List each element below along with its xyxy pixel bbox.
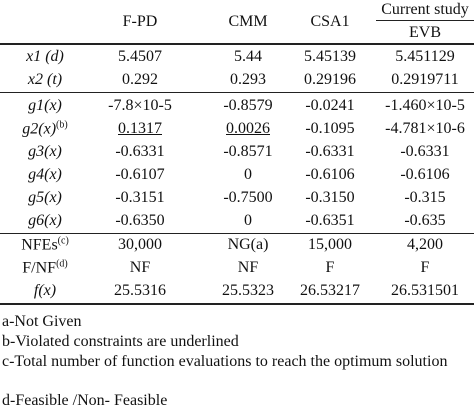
cell: -0.0241: [305, 97, 355, 114]
row-label-text: f(x): [33, 282, 57, 299]
cell: 0: [244, 212, 252, 229]
cell: 5.44: [234, 48, 262, 65]
row-label-text: g4(x): [28, 166, 62, 183]
cell: -0.6107: [115, 166, 165, 183]
cell: -0.7500: [223, 189, 273, 206]
cell: NF: [129, 259, 151, 276]
cell: 4,200: [407, 236, 443, 253]
rule: [0, 233, 474, 234]
cell: -0.315: [404, 189, 446, 206]
column-header: CMM: [228, 13, 268, 30]
cell: 25.5316: [114, 282, 166, 299]
row-label: x2 (t): [28, 71, 62, 89]
row-label-sup: (b): [56, 119, 68, 131]
rule: [376, 20, 474, 21]
row-label: g2(x)(b): [22, 119, 67, 138]
row-label: g1(x): [28, 97, 62, 115]
cell: NF: [237, 259, 259, 276]
cell: F: [325, 259, 335, 276]
cell: 0.29196: [304, 71, 356, 88]
cell: 30,000: [118, 236, 162, 253]
cell: -0.8579: [223, 97, 273, 114]
cell: 26.531501: [391, 282, 459, 299]
row-label: x1 (d): [26, 48, 64, 66]
row-label-text: g2(x): [22, 120, 57, 138]
row-label-text: g3(x): [28, 143, 62, 160]
cell: 0: [244, 166, 252, 183]
row-label: g3(x): [28, 143, 62, 161]
cell: 0.293: [230, 71, 266, 88]
cell: -4.781×10-6: [385, 120, 465, 137]
cell: 0.292: [122, 71, 158, 88]
row-label-text: g5(x): [28, 189, 62, 206]
row-label: g5(x): [28, 189, 62, 207]
cell: -0.6106: [305, 166, 355, 183]
footnote: c-Total number of function evaluations t…: [2, 353, 448, 370]
cell: 26.53217: [300, 282, 360, 299]
cell: -0.3150: [305, 189, 355, 206]
cell: F: [420, 259, 430, 276]
cell: -0.6106: [400, 166, 450, 183]
row-label-text: x1 (d): [26, 48, 64, 65]
cell: -0.6331: [115, 143, 165, 160]
cell: 0.1317: [118, 120, 162, 137]
rule: [0, 92, 474, 93]
cell: -0.635: [404, 212, 446, 229]
cell: -0.8571: [223, 143, 273, 160]
row-label-sup: (d): [56, 258, 68, 270]
row-label: f(x): [34, 282, 56, 300]
row-label: g4(x): [28, 166, 62, 184]
cell: -1.460×10-5: [385, 97, 465, 114]
cell: -0.6331: [305, 143, 355, 160]
cell: -0.3151: [115, 189, 165, 206]
row-label-sup: (c): [57, 235, 69, 247]
cell: -7.8×10-5: [108, 97, 172, 114]
group-header: Current study: [381, 1, 469, 18]
cell: -0.6350: [115, 212, 165, 229]
rule: [0, 43, 474, 45]
cell: NG(a): [227, 236, 269, 253]
rule: [0, 303, 474, 305]
column-header: EVB: [409, 24, 441, 41]
cell: 25.5323: [222, 282, 274, 299]
cell: 5.45139: [304, 48, 356, 65]
row-label: g6(x): [28, 212, 62, 230]
row-label: NFEs(c): [21, 235, 69, 254]
footnote: d-Feasible /Non- Feasible: [2, 392, 168, 409]
row-label: F/NF(d): [22, 258, 67, 277]
row-label-text: g1(x): [28, 97, 62, 114]
column-header: F-PD: [122, 13, 158, 30]
row-label-text: x2 (t): [27, 71, 63, 88]
cell: -0.1095: [305, 120, 355, 137]
cell: 5.451129: [395, 48, 455, 65]
row-label-text: g6(x): [28, 212, 62, 229]
footnote: a-Not Given: [2, 313, 82, 330]
column-header: CSA1: [310, 13, 350, 30]
row-label-text: F/NF: [22, 259, 57, 277]
cell: -0.6331: [400, 143, 450, 160]
cell: -0.6351: [305, 212, 355, 229]
cell: 15,000: [308, 236, 352, 253]
row-label-text: NFEs: [21, 236, 58, 254]
cell: 5.4507: [118, 48, 162, 65]
cell: 0.0026: [226, 120, 270, 137]
cell: 0.2919711: [391, 71, 459, 88]
footnote: b-Violated constraints are underlined: [2, 333, 239, 350]
